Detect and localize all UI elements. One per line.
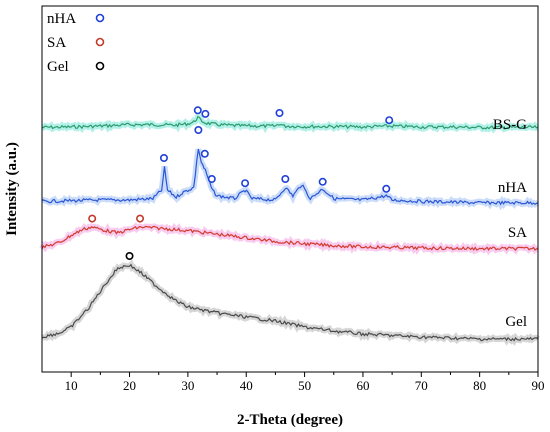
legend-marker-nha bbox=[95, 13, 105, 23]
series-label-bs-g: BS-G bbox=[493, 117, 527, 133]
peak-marker-nha-6 bbox=[318, 177, 327, 186]
series-shadow-nha bbox=[41, 148, 540, 211]
series-shadow-gel bbox=[40, 259, 540, 346]
peak-marker-bs-g-1 bbox=[201, 109, 210, 118]
x-tick-label-50: 50 bbox=[298, 378, 311, 393]
series-line-sa bbox=[41, 225, 539, 252]
peak-marker-nha-4 bbox=[241, 179, 250, 188]
y-axis-title: Intensity (a.u.) bbox=[4, 142, 20, 236]
x-axis-title: 2-Theta (degree) bbox=[237, 412, 343, 428]
peak-marker-bs-g-2 bbox=[275, 109, 284, 118]
x-tick-label-30: 30 bbox=[181, 378, 194, 393]
legend-label-nha: nHA bbox=[47, 11, 76, 27]
legend-label-gel: Gel bbox=[47, 59, 69, 75]
peak-marker-nha-0 bbox=[159, 154, 168, 163]
legend-marker-sa bbox=[95, 37, 105, 47]
peak-marker-sa-0 bbox=[88, 214, 97, 223]
x-tick-label-90: 90 bbox=[532, 378, 545, 393]
peak-marker-sa-1 bbox=[136, 214, 145, 223]
peak-marker-nha-2 bbox=[200, 149, 209, 158]
series-line-nha bbox=[41, 148, 539, 206]
x-tick-label-70: 70 bbox=[415, 378, 428, 393]
peak-marker-gel-0 bbox=[125, 252, 134, 261]
plot-frame bbox=[41, 5, 539, 373]
x-tick-label-40: 40 bbox=[240, 378, 253, 393]
x-tick-label-20: 20 bbox=[123, 378, 136, 393]
series-shadow-sa bbox=[39, 222, 539, 256]
peak-marker-bs-g-3 bbox=[385, 116, 394, 125]
series-label-sa: SA bbox=[508, 225, 527, 241]
series-line-bs-g bbox=[41, 115, 539, 130]
peak-marker-nha-1 bbox=[194, 126, 203, 135]
x-tick-label-80: 80 bbox=[473, 378, 486, 393]
x-tick-label-10: 10 bbox=[65, 378, 78, 393]
series-line-gel bbox=[41, 263, 539, 342]
x-tick-label-60: 60 bbox=[356, 378, 369, 393]
peak-marker-nha-7 bbox=[382, 184, 391, 193]
series-label-nha: nHA bbox=[498, 180, 527, 196]
peak-marker-nha-3 bbox=[207, 175, 216, 184]
peak-marker-nha-5 bbox=[281, 175, 290, 184]
legend-label-sa: SA bbox=[47, 35, 66, 51]
peak-marker-bs-g-0 bbox=[193, 106, 202, 115]
series-label-gel: Gel bbox=[505, 314, 527, 330]
legend-marker-gel bbox=[95, 61, 105, 71]
